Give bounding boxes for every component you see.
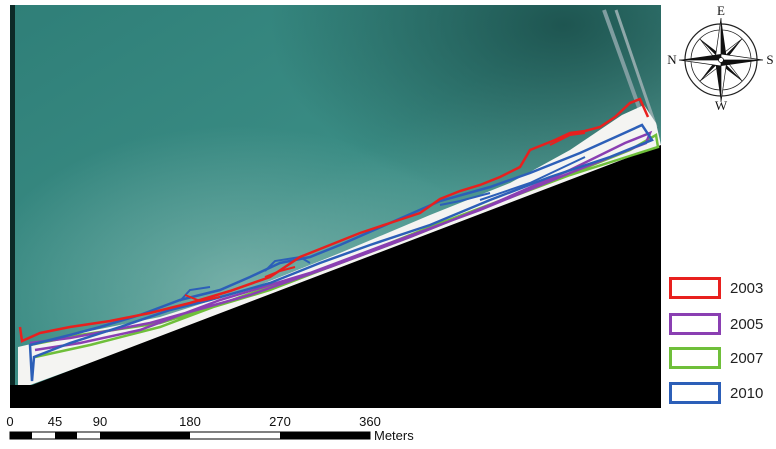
scale-tick-45: 45: [48, 414, 62, 429]
compass-left-point: [679, 54, 721, 60]
compass-south-label: S: [766, 52, 773, 67]
scale-tick-180: 180: [179, 414, 201, 429]
legend-item-2010: 2010: [667, 381, 775, 409]
scale-tick-360: 360: [359, 414, 381, 429]
legend-swatch-2005: [669, 313, 721, 335]
legend-swatch-2007: [669, 347, 721, 369]
scale-segment-4: [280, 432, 370, 439]
shoreline-2005: [29, 130, 653, 352]
scale-segment-1: [10, 432, 32, 439]
compass-east-label: E: [717, 3, 725, 18]
aerial-shoreline-map: [10, 5, 661, 408]
shoreline-2003: [18, 97, 650, 343]
shoreline-2003-detail: [184, 132, 586, 303]
legend-label-2007: 2007: [730, 350, 764, 367]
land-area: [10, 145, 661, 408]
shoreline-2010-inner: [179, 156, 586, 302]
scale-segment-3: [100, 432, 190, 439]
legend-swatch-2003: [669, 277, 721, 299]
legend-label-2003: 2003: [730, 280, 764, 297]
compass-center: [718, 57, 724, 63]
scale-tick-90: 90: [93, 414, 107, 429]
compass-left-point-light: [678, 59, 722, 67]
compass-north-label: N: [667, 52, 677, 67]
left-dark-strip: [10, 5, 15, 385]
compass-bottom-point: [715, 60, 721, 102]
scale-tick-270: 270: [269, 414, 291, 429]
compass-rose-icon: E N S W: [667, 3, 773, 112]
legend-item-2007: 2007: [667, 346, 775, 374]
legend-swatch-2010: [669, 382, 721, 404]
jetty-line-2: [614, 9, 658, 128]
scale-tick-0: 0: [6, 414, 13, 429]
legend-label-2010: 2010: [730, 385, 764, 402]
scale-unit-label: Meters: [374, 428, 414, 443]
compass-right-point: [721, 60, 763, 66]
scale-bar: 0 45 90 180 270 360 Meters: [6, 414, 414, 443]
legend-item-2005: 2005: [667, 312, 775, 340]
legend-item-2003: 2003: [667, 276, 775, 304]
compass-top-point: [721, 18, 727, 60]
legend-label-2005: 2005: [730, 316, 764, 333]
scale-segment-2: [55, 432, 77, 439]
compass-west-label: W: [715, 98, 728, 112]
